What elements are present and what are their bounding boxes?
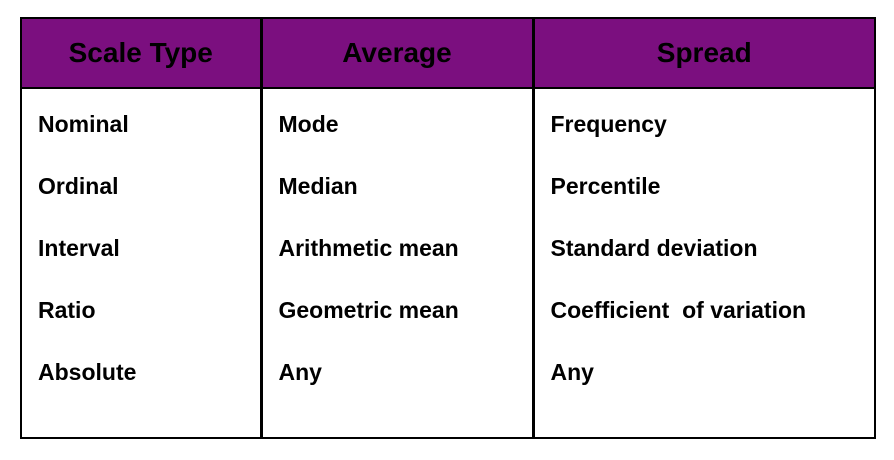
table-cell: Ratio xyxy=(38,297,96,323)
table-cell: Geometric mean xyxy=(278,297,459,323)
column-average: Mode Median Arithmetic mean Geometric me… xyxy=(259,88,533,437)
table-cell: Percentile xyxy=(550,173,661,199)
column-scale-type: Nominal Ordinal Interval Ratio Absolute xyxy=(22,88,261,437)
average-list: Mode Median Arithmetic mean Geometric me… xyxy=(263,89,532,419)
header-spread: Spread xyxy=(531,19,874,89)
header-scale-type: Scale Type xyxy=(22,19,261,89)
table-cell: Coefficient of variation xyxy=(550,297,807,323)
table-cell: Nominal xyxy=(38,111,129,137)
table-cell: Absolute xyxy=(38,359,137,385)
scale-measures-table: Scale Type Average Spread Nominal Ordina… xyxy=(20,17,876,439)
table-cell: Frequency xyxy=(550,111,667,137)
scale-type-list: Nominal Ordinal Interval Ratio Absolute xyxy=(22,89,260,419)
table-cell: Interval xyxy=(38,235,120,261)
table-cell: Median xyxy=(278,173,358,199)
column-spread: Frequency Percentile Standard deviation … xyxy=(531,88,875,437)
table-cell: Standard deviation xyxy=(550,235,758,261)
spread-list: Frequency Percentile Standard deviation … xyxy=(535,89,875,419)
table-cell: Any xyxy=(550,359,594,385)
table-body: Nominal Ordinal Interval Ratio Absolute … xyxy=(22,88,874,437)
header-row: Scale Type Average Spread xyxy=(22,19,874,89)
table: Scale Type Average Spread Nominal Ordina… xyxy=(22,19,874,437)
table-cell: Mode xyxy=(278,111,339,137)
header-average: Average xyxy=(259,19,533,89)
body-row: Nominal Ordinal Interval Ratio Absolute … xyxy=(22,88,874,437)
table-cell: Ordinal xyxy=(38,173,119,199)
table-cell: Any xyxy=(278,359,322,385)
table-cell: Arithmetic mean xyxy=(278,235,459,261)
table-header: Scale Type Average Spread xyxy=(22,19,874,89)
